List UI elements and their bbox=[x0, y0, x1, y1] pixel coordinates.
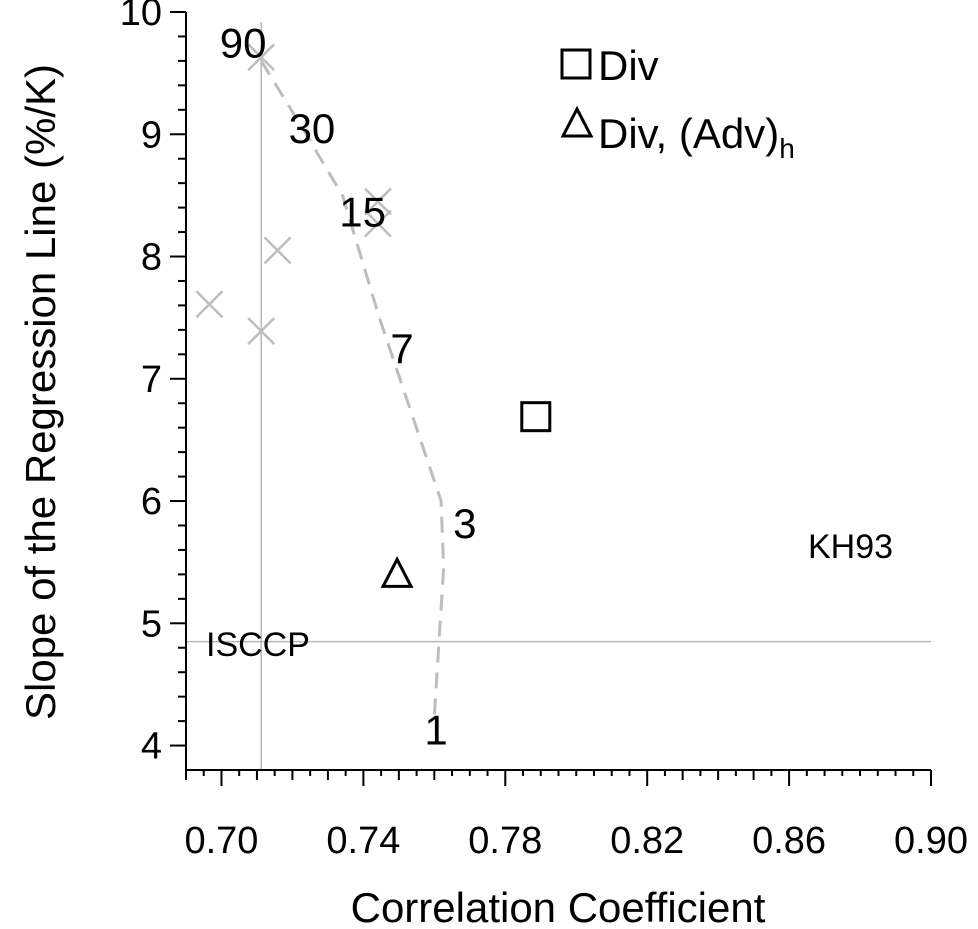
point-label-1: 1 bbox=[424, 707, 447, 754]
point-label-15: 15 bbox=[339, 188, 386, 235]
kh93-label: KH93 bbox=[808, 528, 893, 566]
x-axis-title: Correlation Coefficient bbox=[351, 884, 766, 929]
isccp-label: ISCCP bbox=[206, 626, 310, 664]
series-vertex bbox=[378, 317, 380, 319]
square-marker bbox=[520, 401, 552, 433]
point-label-30: 30 bbox=[289, 105, 336, 152]
legend-triangle-marker bbox=[560, 105, 594, 138]
x-tick-label: 0.78 bbox=[468, 820, 542, 862]
point-label-3: 3 bbox=[453, 500, 476, 547]
triangle-marker bbox=[380, 556, 414, 588]
series-vertex bbox=[260, 60, 262, 62]
series-vertex bbox=[443, 567, 445, 569]
legend: Div Div, (Adv)h bbox=[560, 42, 795, 164]
legend-square-marker bbox=[560, 48, 592, 80]
legend-label-div-adv-main: Div, (Adv) bbox=[598, 110, 779, 157]
x-tick-label: 0.86 bbox=[752, 820, 826, 862]
point-label-7: 7 bbox=[390, 325, 413, 372]
x-tick-label: 0.70 bbox=[184, 820, 258, 862]
x-marker bbox=[263, 236, 292, 265]
series-vertex bbox=[341, 194, 343, 196]
x-tick-label: 0.90 bbox=[894, 820, 968, 862]
y-tick-label: 5 bbox=[141, 603, 162, 645]
series-vertex bbox=[440, 500, 442, 502]
x-tick-label: 0.74 bbox=[326, 820, 400, 862]
y-tick-label: 7 bbox=[141, 359, 162, 401]
x-marker bbox=[247, 317, 276, 345]
x-tick-label: 0.82 bbox=[610, 820, 684, 862]
y-tick-label: 4 bbox=[141, 726, 162, 768]
legend-label-div-adv: Div, (Adv)h bbox=[598, 110, 795, 164]
series-vertex bbox=[433, 720, 435, 722]
reference-lines bbox=[186, 22, 931, 770]
y-tick-label: 9 bbox=[141, 114, 162, 156]
point-label-90: 90 bbox=[220, 20, 267, 67]
x-marker bbox=[247, 43, 276, 72]
y-tick-label: 10 bbox=[120, 0, 162, 34]
y-tick-label: 8 bbox=[141, 237, 162, 279]
x-marker bbox=[364, 209, 392, 238]
series-vertex bbox=[301, 127, 303, 129]
y-axis-title: Slope of the Regression Line (%/K) bbox=[17, 64, 64, 720]
legend-label-div: Div bbox=[598, 42, 659, 89]
y-tick-label: 6 bbox=[141, 481, 162, 523]
x-marker bbox=[364, 187, 392, 216]
data-marks bbox=[195, 43, 552, 722]
x-marker bbox=[195, 290, 224, 319]
dashed-series-line bbox=[259, 60, 446, 722]
legend-label-subscript: h bbox=[779, 133, 795, 164]
axes: 4 5 6 7 8 9 10 0.70 0.74 0.78 0.82 0.86 0.90 bbox=[120, 0, 968, 862]
